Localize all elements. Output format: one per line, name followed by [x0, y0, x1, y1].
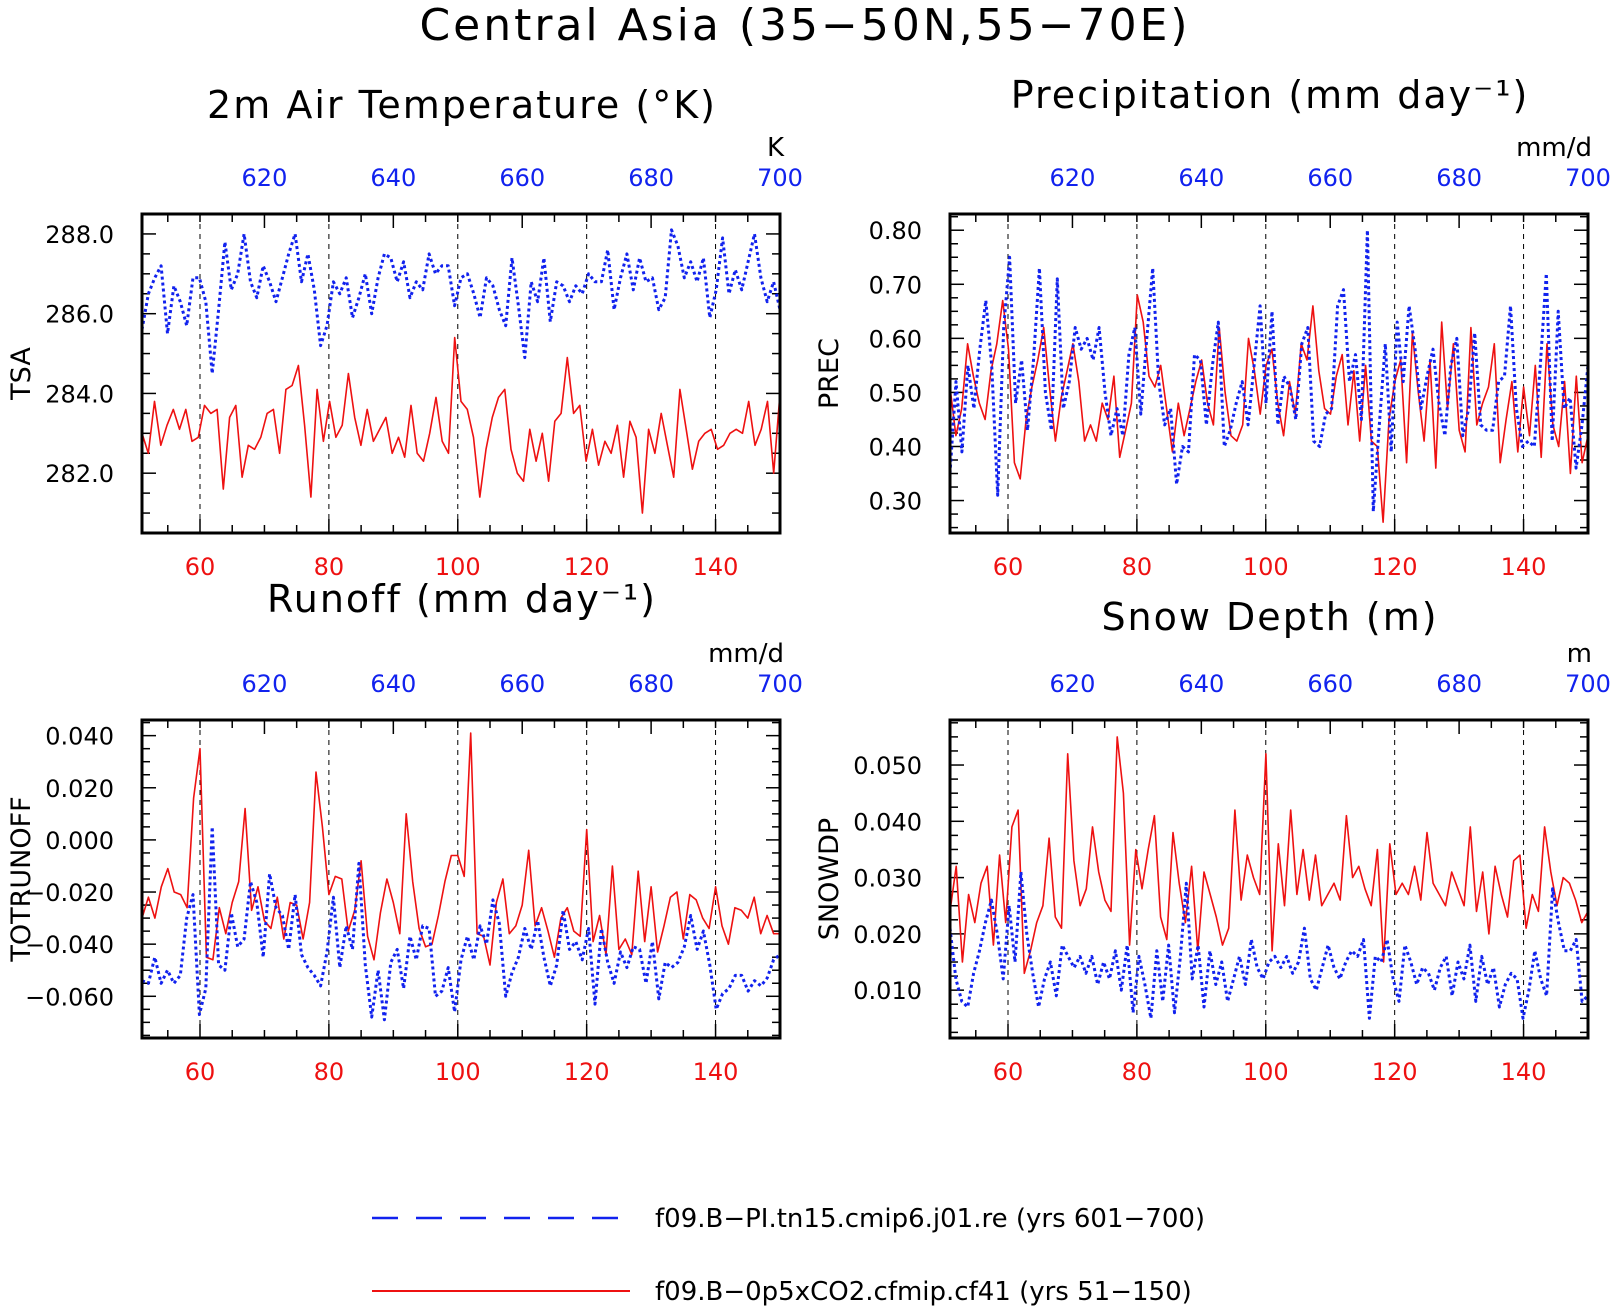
y-tick-label: 0.60 [869, 325, 922, 353]
y-axis-label: TSA [6, 347, 37, 401]
series-line-red [142, 732, 780, 966]
x-tick-label-bottom: 120 [564, 553, 610, 581]
y-axis-label: PREC [814, 338, 845, 409]
y-tick-label: −0.060 [25, 983, 114, 1011]
y-tick-label: 0.70 [869, 271, 922, 299]
x-tick-label-bottom: 80 [1122, 553, 1153, 581]
x-tick-label-top: 620 [1050, 164, 1096, 192]
legend-label-1: f09.B−0p5xCO2.cfmip.cf41 (yrs 51−150) [655, 1277, 1192, 1307]
plot-frame [948, 718, 1590, 1040]
legend-label-0: f09.B−PI.tn15.cmip6.j01.re (yrs 601−700) [655, 1204, 1205, 1234]
x-tick-label-bottom: 140 [693, 553, 739, 581]
x-tick-label-bottom: 100 [435, 553, 481, 581]
panel-title: 2m Air Temperature (°K) [207, 83, 717, 127]
x-tick-label-bottom: 120 [564, 1058, 610, 1086]
x-tick-label-bottom: 120 [1372, 1058, 1418, 1086]
panel-title: Snow Depth (m) [1101, 595, 1438, 639]
units-label: m [1567, 639, 1592, 669]
y-tick-label: 0.050 [853, 752, 922, 780]
y-tick-label: 288.0 [45, 221, 114, 249]
x-tick-label-top: 640 [370, 670, 416, 698]
y-axis-label: SNOWDP [814, 818, 845, 940]
x-tick-label-bottom: 100 [1243, 1058, 1289, 1086]
x-tick-label-bottom: 60 [185, 553, 216, 581]
plot-frame [140, 718, 782, 1040]
y-tick-label: −0.040 [25, 931, 114, 959]
panel-title: Precipitation (mm day⁻¹) [1011, 73, 1530, 117]
chart-panel-prec: Precipitation (mm day⁻¹) mm/d PREC 60 80 100 1… [814, 73, 1610, 581]
chart-panel-snowdp: Snow Depth (m) m SNOWDP 60 80 100 120 140 620 640… [814, 595, 1610, 1086]
panel-title: Runoff (mm day⁻¹) [267, 577, 657, 621]
x-tick-label-bottom: 140 [1501, 1058, 1547, 1086]
series-line-blue [142, 825, 780, 1022]
x-tick-label-top: 660 [1307, 164, 1353, 192]
chart-panel-tsa: 2m Air Temperature (°K) K TSA 60 80 100 120 140… [6, 83, 803, 581]
series-line-red [142, 336, 780, 514]
chart-panel-totrunoff: Runoff (mm day⁻¹) mm/d TOTRUNOFF 60 80 100 120… [6, 577, 803, 1086]
series-line-red [950, 736, 1588, 975]
y-tick-label: 0.30 [869, 488, 922, 516]
x-tick-label-bottom: 60 [185, 1058, 216, 1086]
y-tick-label: −0.020 [25, 879, 114, 907]
plot-frame [140, 212, 782, 535]
x-tick-label-top: 640 [1178, 670, 1224, 698]
x-tick-label-top: 680 [1436, 164, 1482, 192]
y-tick-label: 0.040 [45, 723, 114, 751]
y-tick-label: 0.80 [869, 217, 922, 245]
x-tick-label-top: 640 [370, 164, 416, 192]
units-label: mm/d [708, 639, 784, 669]
y-axis-label: TOTRUNOFF [6, 796, 37, 962]
x-tick-label-bottom: 80 [314, 1058, 345, 1086]
x-tick-label-top: 640 [1178, 164, 1224, 192]
x-tick-label-top: 620 [1050, 670, 1096, 698]
x-tick-label-bottom: 120 [1372, 553, 1418, 581]
x-tick-label-bottom: 60 [993, 1058, 1024, 1086]
x-tick-label-bottom: 80 [1122, 1058, 1153, 1086]
panels: 2m Air Temperature (°K) K TSA 60 80 100 120 140… [6, 73, 1610, 1086]
y-tick-label: 0.020 [45, 775, 114, 803]
legend: f09.B−PI.tn15.cmip6.j01.re (yrs 601−700)… [372, 1204, 1205, 1307]
x-tick-label-top: 700 [1565, 670, 1610, 698]
y-tick-label: 0.000 [45, 827, 114, 855]
x-tick-label-bottom: 140 [1501, 553, 1547, 581]
y-tick-label: 0.40 [869, 433, 922, 461]
y-tick-label: 0.040 [853, 808, 922, 836]
series-line-blue [950, 870, 1588, 1020]
y-tick-label: 0.50 [869, 379, 922, 407]
x-tick-label-top: 680 [628, 670, 674, 698]
x-tick-label-top: 680 [1436, 670, 1482, 698]
x-tick-label-top: 700 [757, 670, 803, 698]
x-tick-label-top: 620 [242, 164, 288, 192]
units-label: mm/d [1516, 133, 1592, 163]
x-tick-label-top: 660 [499, 670, 545, 698]
x-tick-label-bottom: 60 [993, 553, 1024, 581]
units-label: K [767, 133, 785, 163]
series-line-red [950, 294, 1588, 524]
y-tick-label: 0.010 [853, 977, 922, 1005]
x-tick-label-bottom: 140 [693, 1058, 739, 1086]
x-tick-label-top: 660 [1307, 670, 1353, 698]
x-tick-label-bottom: 100 [1243, 553, 1289, 581]
x-tick-label-top: 680 [628, 164, 674, 192]
y-tick-label: 0.030 [853, 865, 922, 893]
series-line-blue [142, 228, 780, 375]
y-tick-label: 284.0 [45, 380, 114, 408]
y-tick-label: 0.020 [853, 921, 922, 949]
x-tick-label-top: 700 [1565, 164, 1610, 192]
figure-title: Central Asia (35−50N,55−70E) [419, 0, 1191, 51]
x-tick-label-bottom: 80 [314, 553, 345, 581]
series-line-blue [950, 228, 1588, 513]
plot-frame [948, 212, 1590, 535]
x-tick-label-top: 700 [757, 164, 803, 192]
y-tick-label: 282.0 [45, 460, 114, 488]
y-tick-label: 286.0 [45, 301, 114, 329]
x-tick-label-top: 660 [499, 164, 545, 192]
x-tick-label-bottom: 100 [435, 1058, 481, 1086]
x-tick-label-top: 620 [242, 670, 288, 698]
